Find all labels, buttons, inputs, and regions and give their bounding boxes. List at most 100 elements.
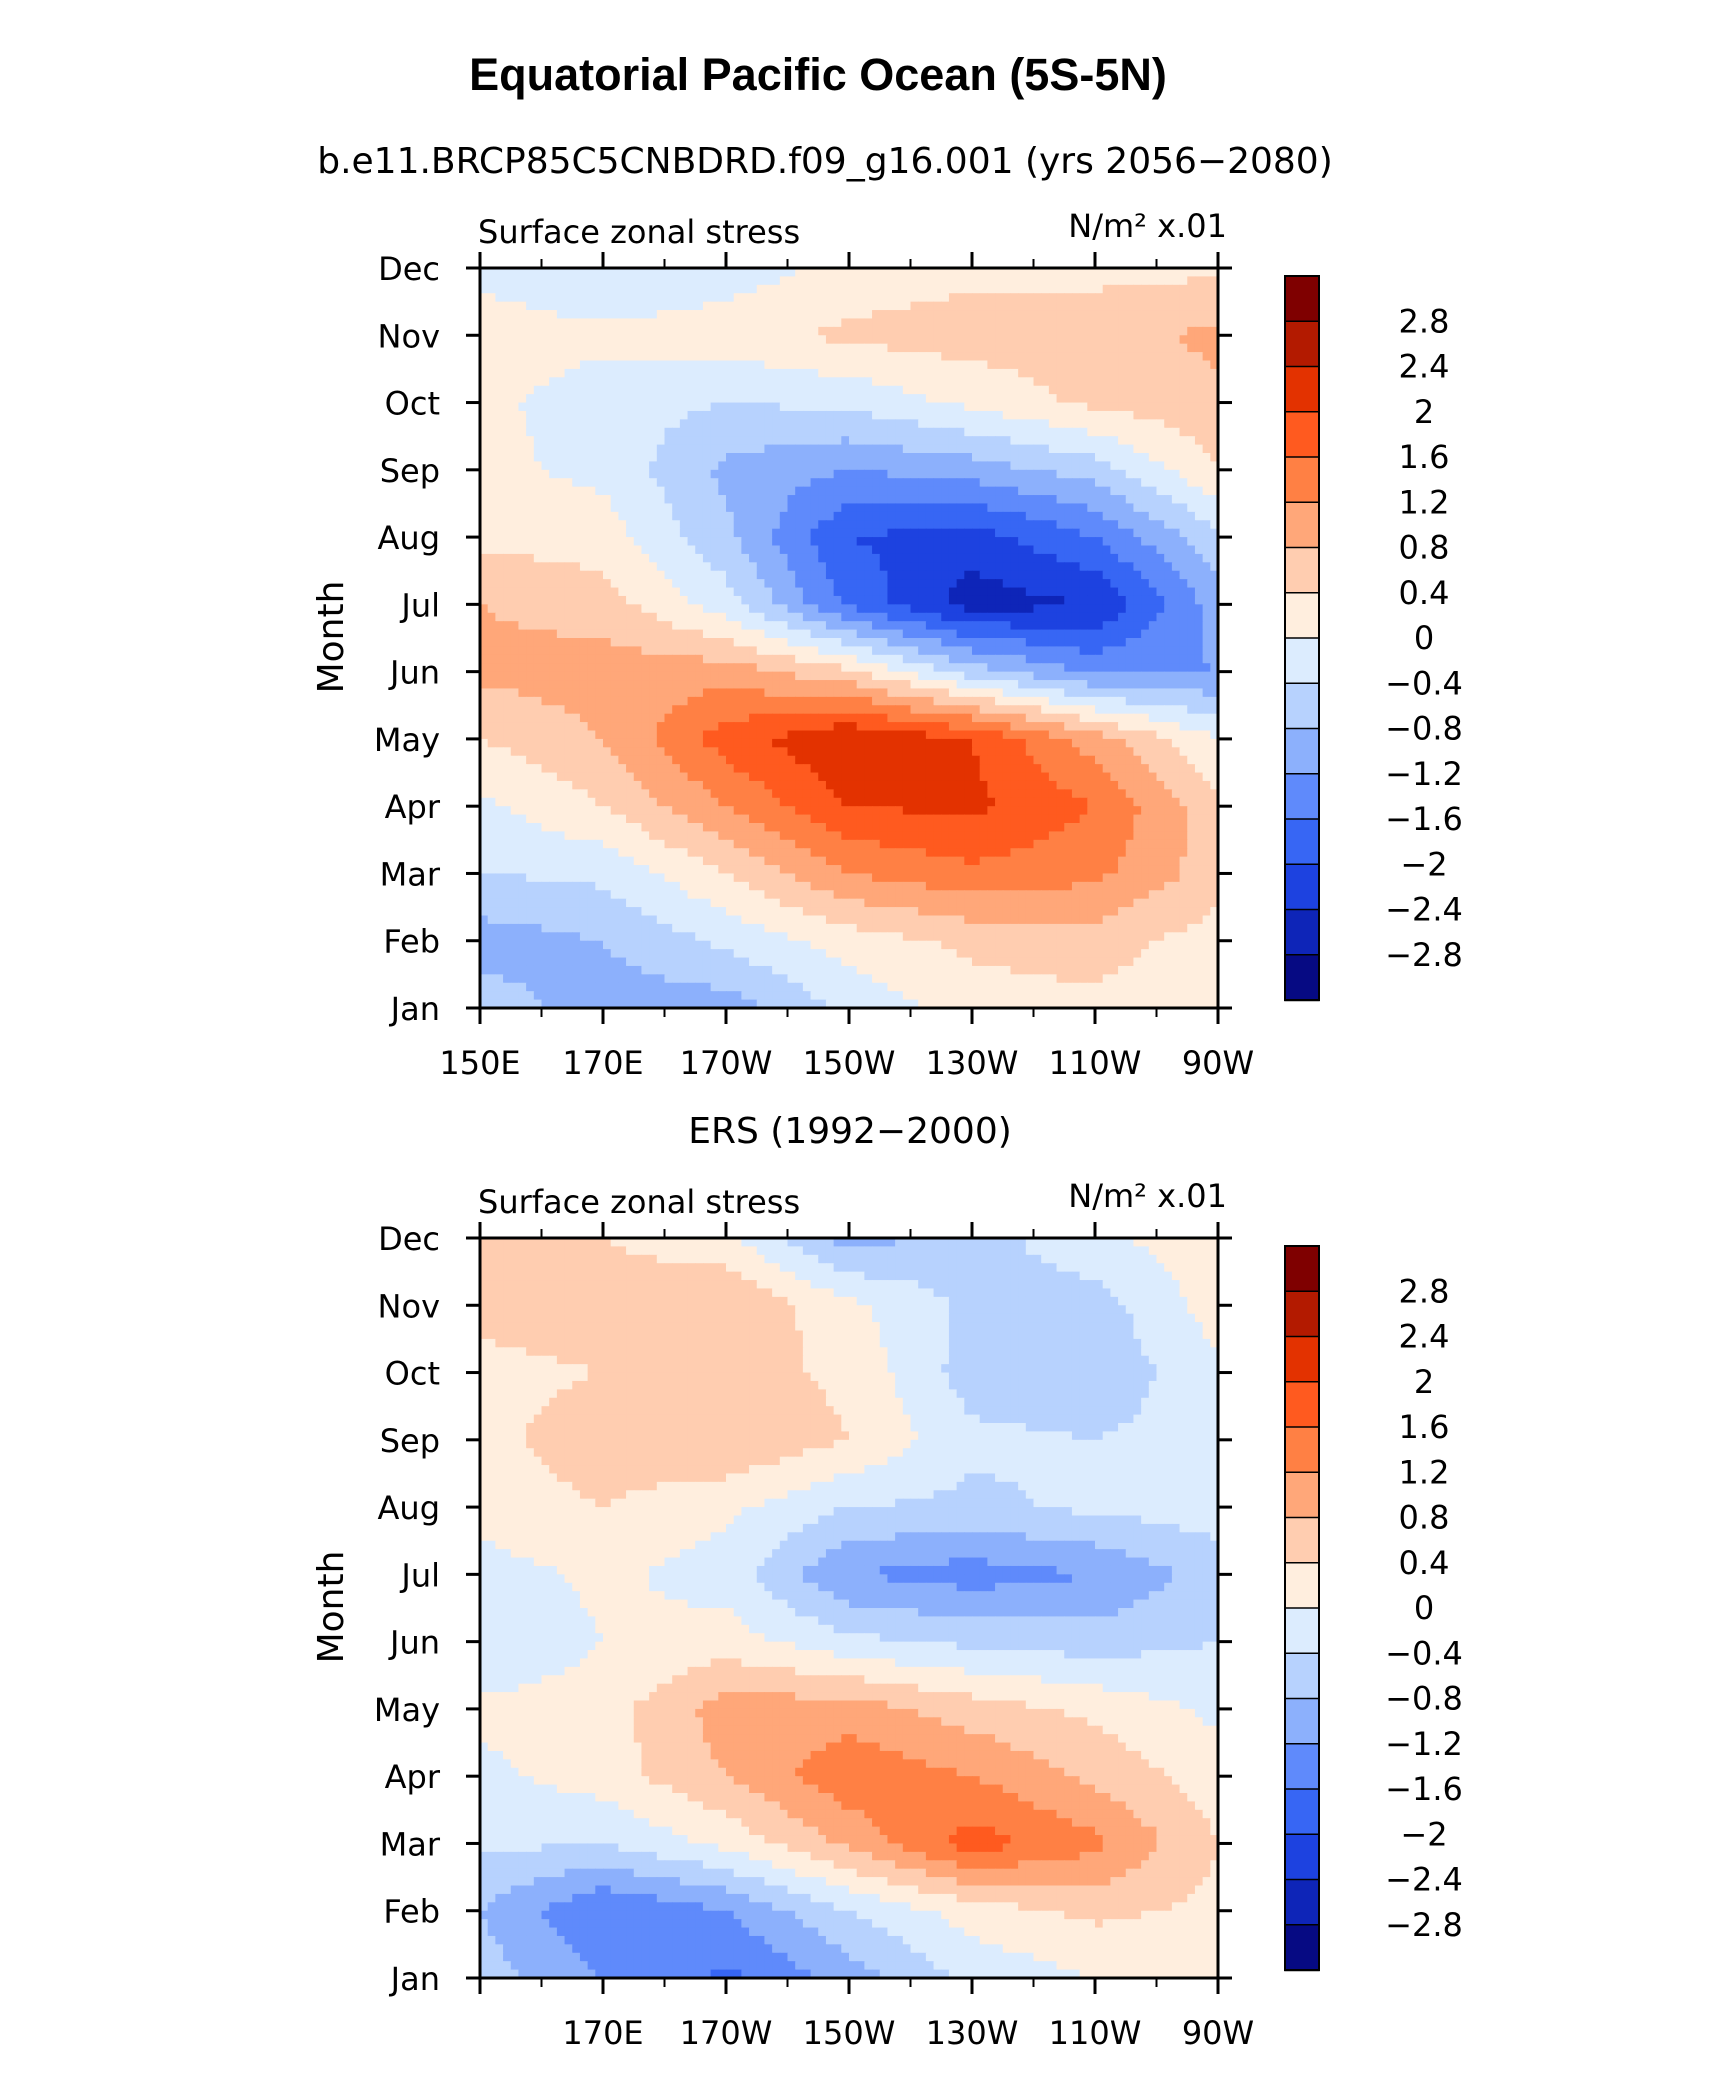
contour-cell xyxy=(488,386,496,395)
contour-cell xyxy=(1157,655,1165,664)
contour-cell xyxy=(1141,428,1149,437)
contour-cell xyxy=(826,310,834,319)
contour-cell xyxy=(880,461,888,470)
contour-cell xyxy=(1003,445,1011,454)
contour-cell xyxy=(995,352,1003,361)
contour-cell xyxy=(1057,419,1065,428)
contour-cell xyxy=(657,436,665,445)
contour-cell xyxy=(1157,318,1165,327)
contour-cell xyxy=(1010,495,1018,504)
contour-cell xyxy=(1157,613,1165,622)
contour-cell xyxy=(1180,487,1188,496)
contour-cell xyxy=(887,630,895,639)
contour-cell xyxy=(1034,571,1042,580)
contour-cell xyxy=(495,630,503,639)
contour-cell xyxy=(926,680,934,689)
contour-cell xyxy=(565,630,573,639)
contour-cell xyxy=(1180,285,1188,294)
contour-cell xyxy=(695,604,703,613)
contour-cell xyxy=(864,680,872,689)
contour-cell xyxy=(818,663,826,672)
contour-cell xyxy=(1087,529,1095,538)
contour-cell xyxy=(549,562,557,571)
contour-cell xyxy=(488,579,496,588)
contour-cell xyxy=(534,495,542,504)
contour-cell xyxy=(1164,344,1172,353)
contour-cell xyxy=(1010,588,1018,597)
contour-cell xyxy=(580,613,588,622)
contour-cell xyxy=(711,318,719,327)
contour-cell xyxy=(926,310,934,319)
contour-cell xyxy=(895,470,903,479)
contour-cell xyxy=(995,646,1003,655)
contour-cell xyxy=(1057,403,1065,412)
contour-cell xyxy=(603,377,611,386)
contour-cell xyxy=(795,495,803,504)
contour-cell xyxy=(634,411,642,420)
contour-cell xyxy=(780,386,788,395)
contour-cell xyxy=(818,428,826,437)
contour-cell xyxy=(964,478,972,487)
contour-cell xyxy=(726,562,734,571)
contour-cell xyxy=(764,453,772,462)
contour-cell xyxy=(557,419,565,428)
contour-cell xyxy=(1157,487,1165,496)
contour-cell xyxy=(618,419,626,428)
contour-cell xyxy=(588,588,596,597)
contour-cell xyxy=(511,512,519,521)
contour-cell xyxy=(1049,697,1057,706)
contour-cell xyxy=(557,453,565,462)
contour-cell xyxy=(1018,646,1026,655)
contour-cell xyxy=(1049,621,1057,630)
contour-cell xyxy=(1141,554,1149,563)
contour-cell xyxy=(626,386,634,395)
contour-cell xyxy=(1118,554,1126,563)
contour-cell xyxy=(611,411,619,420)
contour-cell xyxy=(1141,470,1149,479)
contour-cell xyxy=(1072,487,1080,496)
contour-cell xyxy=(1072,276,1080,285)
contour-cell xyxy=(665,470,673,479)
contour-cell xyxy=(680,335,688,344)
contour-cell xyxy=(711,453,719,462)
contour-cell xyxy=(887,293,895,302)
contour-cell xyxy=(672,335,680,344)
contour-cell xyxy=(926,613,934,622)
contour-cell xyxy=(818,461,826,470)
contour-cell xyxy=(1203,503,1211,512)
contour-cell xyxy=(672,604,680,613)
contour-cell xyxy=(841,646,849,655)
contour-cell xyxy=(1133,571,1141,580)
contour-cell xyxy=(580,478,588,487)
contour-cell xyxy=(941,529,949,538)
contour-cell xyxy=(926,663,934,672)
contour-cell xyxy=(688,419,696,428)
contour-cell xyxy=(565,369,573,378)
contour-cell xyxy=(1126,546,1134,555)
contour-cell xyxy=(611,688,619,697)
contour-cell xyxy=(757,428,765,437)
contour-cell xyxy=(903,638,911,647)
contour-cell xyxy=(995,470,1003,479)
contour-cell xyxy=(749,293,757,302)
contour-cell xyxy=(1195,461,1203,470)
contour-cell xyxy=(941,638,949,647)
contour-cell xyxy=(741,419,749,428)
contour-cell xyxy=(611,335,619,344)
contour-cell xyxy=(503,478,511,487)
contour-cell xyxy=(711,571,719,580)
contour-cell xyxy=(1110,428,1118,437)
contour-cell xyxy=(1110,638,1118,647)
contour-cell xyxy=(887,428,895,437)
contour-cell xyxy=(826,503,834,512)
contour-cell xyxy=(1141,579,1149,588)
contour-cell xyxy=(618,646,626,655)
contour-cell xyxy=(734,537,742,546)
contour-cell xyxy=(495,579,503,588)
contour-cell xyxy=(1049,352,1057,361)
contour-cell xyxy=(864,588,872,597)
contour-cell xyxy=(895,663,903,672)
contour-cell xyxy=(1157,377,1165,386)
contour-cell xyxy=(1187,487,1195,496)
contour-cell xyxy=(1195,487,1203,496)
